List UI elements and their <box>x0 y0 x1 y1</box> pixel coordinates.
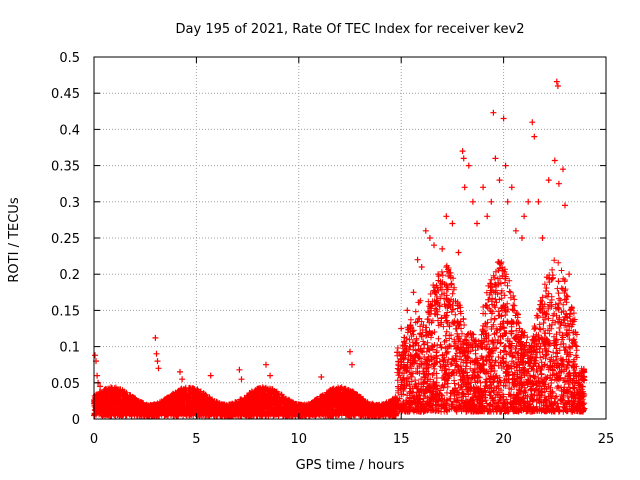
x-tick-label: 0 <box>90 432 98 447</box>
y-tick-label: 0.5 <box>59 51 80 66</box>
data-point <box>426 235 433 241</box>
data-point <box>560 166 566 173</box>
data-point <box>398 325 405 332</box>
data-point <box>347 348 353 355</box>
data-point <box>455 249 462 256</box>
data-point <box>152 334 159 341</box>
data-point <box>465 162 472 169</box>
x-axis-label: GPS time / hours <box>296 458 405 473</box>
data-point <box>238 376 245 383</box>
data-point <box>529 119 536 126</box>
data-point <box>555 180 562 187</box>
data-point <box>431 242 437 249</box>
data-point <box>97 383 104 390</box>
data-point <box>474 220 480 227</box>
data-point <box>461 184 468 191</box>
x-tick-label: 5 <box>192 432 200 447</box>
data-point <box>460 155 467 162</box>
data-point <box>418 264 425 270</box>
y-tick-label: 0.2 <box>59 268 80 283</box>
y-tick-label: 0 <box>72 413 80 428</box>
data-point <box>443 213 450 220</box>
data-point <box>512 227 519 234</box>
data-points <box>92 78 585 390</box>
data-point <box>545 177 552 184</box>
data-point <box>153 350 160 357</box>
data-point <box>154 358 161 365</box>
data-point <box>525 198 532 205</box>
data-point <box>236 366 243 373</box>
data-point <box>422 227 429 234</box>
data-point <box>500 115 507 122</box>
data-point <box>553 78 560 85</box>
data-point <box>177 368 183 375</box>
data-point <box>267 372 274 379</box>
roti-cloud-marks <box>91 257 588 420</box>
chart-title: Day 195 of 2021, Rate Of TEC Index for r… <box>176 22 525 37</box>
y-tick-label: 0.3 <box>59 196 80 211</box>
data-point <box>554 83 561 89</box>
data-point <box>94 372 101 379</box>
data-point <box>435 271 442 278</box>
data-point <box>179 376 186 383</box>
y-axis-label: ROTI / TECUs <box>7 197 22 282</box>
data-point <box>488 198 495 205</box>
data-point <box>349 361 355 368</box>
data-point <box>562 202 568 209</box>
data-point <box>155 365 162 372</box>
data-point <box>263 361 269 368</box>
data-point <box>519 235 525 241</box>
y-tick-label: 0.05 <box>51 377 80 392</box>
data-point <box>490 109 497 116</box>
y-tick-label: 0.15 <box>51 304 80 319</box>
data-point <box>508 184 515 191</box>
data-point <box>566 271 573 278</box>
data-point <box>410 289 417 296</box>
data-point <box>449 220 456 227</box>
data-point <box>531 133 538 140</box>
y-tick-label: 0.25 <box>51 232 80 247</box>
data-point <box>469 198 476 205</box>
x-tick-label: 15 <box>393 432 410 447</box>
x-tick-label: 25 <box>598 432 615 447</box>
data-point <box>414 256 421 263</box>
data-point <box>439 245 446 252</box>
data-point <box>92 352 98 359</box>
data-point <box>496 177 503 184</box>
data-point <box>492 155 499 162</box>
data-point <box>572 329 579 336</box>
y-tick-label: 0.45 <box>51 87 80 102</box>
data-point <box>459 148 466 155</box>
y-tick-label: 0.35 <box>51 160 80 175</box>
data-point <box>207 372 214 379</box>
data-point <box>480 184 487 191</box>
data-point <box>539 235 546 241</box>
data-point <box>521 213 528 220</box>
data-cloud <box>91 257 588 420</box>
y-tick-label: 0.1 <box>59 341 80 356</box>
data-point <box>535 198 542 205</box>
x-tick-label: 20 <box>495 432 512 447</box>
data-point <box>504 198 511 205</box>
x-tick-label: 10 <box>291 432 308 447</box>
data-point <box>578 372 585 379</box>
data-point <box>551 157 558 164</box>
axis-ticks: 0 5 10 15 20 25 0 0.05 0.1 0.15 0.2 0.25 0.3 0.35 0.4 0… <box>51 51 614 447</box>
data-point <box>404 307 411 314</box>
y-tick-label: 0.4 <box>59 123 80 138</box>
data-point <box>318 374 325 380</box>
data-point <box>502 162 509 169</box>
data-point <box>484 213 491 220</box>
